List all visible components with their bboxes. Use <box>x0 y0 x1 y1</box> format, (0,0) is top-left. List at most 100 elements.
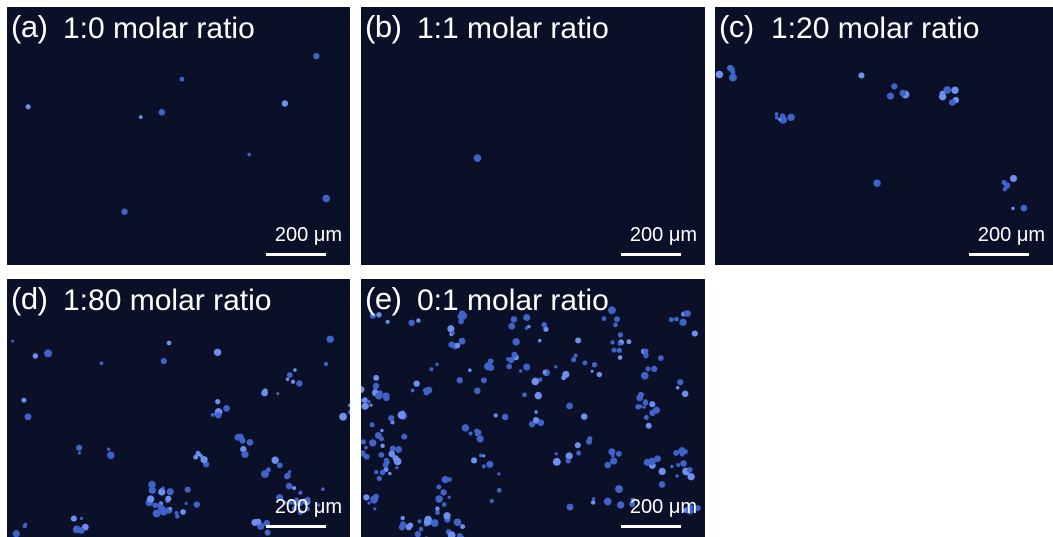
cell <box>674 317 679 322</box>
cell <box>497 472 500 475</box>
cell <box>1003 187 1007 191</box>
cell <box>643 406 646 409</box>
cell <box>185 487 191 493</box>
cell <box>401 516 405 520</box>
scale-bar <box>266 253 326 256</box>
cell <box>380 444 384 448</box>
cell <box>899 90 906 97</box>
cell <box>651 366 657 372</box>
cell <box>380 429 383 432</box>
cell <box>442 476 449 483</box>
cell <box>322 195 330 203</box>
cell <box>566 403 573 410</box>
cell <box>287 372 293 378</box>
scale-bar <box>969 253 1029 256</box>
panel-label: (a) <box>11 9 47 45</box>
cell <box>477 435 484 442</box>
cell <box>567 504 574 511</box>
cell <box>643 400 649 406</box>
cell <box>395 466 398 469</box>
cell <box>368 501 371 504</box>
cell <box>523 363 530 370</box>
cell <box>481 377 487 383</box>
cell <box>626 339 631 344</box>
cell <box>175 511 179 515</box>
cell <box>298 491 302 495</box>
cell <box>200 456 207 463</box>
cell <box>618 355 623 360</box>
cell <box>676 386 679 389</box>
cell <box>416 318 420 322</box>
cell <box>591 500 595 504</box>
cell <box>643 348 648 353</box>
cell <box>1010 175 1017 182</box>
cell <box>443 512 450 519</box>
cell <box>646 423 652 429</box>
cell <box>474 388 481 395</box>
cell <box>399 524 405 530</box>
cell <box>167 341 172 346</box>
cell <box>361 439 366 444</box>
cell <box>659 468 666 475</box>
cell <box>571 357 576 362</box>
cell <box>324 362 328 366</box>
cell <box>247 439 254 446</box>
cell <box>277 462 283 468</box>
cell <box>887 93 894 100</box>
cell <box>214 349 221 356</box>
cell <box>641 372 649 380</box>
cell <box>617 501 624 508</box>
cell <box>361 403 368 410</box>
cell <box>175 514 179 518</box>
cell <box>615 485 623 493</box>
cell <box>284 474 290 480</box>
cell <box>891 83 897 89</box>
cell <box>535 392 542 399</box>
cell <box>490 499 494 503</box>
cell <box>435 495 443 503</box>
cell <box>361 386 364 393</box>
cell <box>162 486 165 489</box>
cell <box>321 487 325 491</box>
cell <box>408 523 414 529</box>
cell <box>679 319 686 326</box>
cell <box>617 348 622 353</box>
cell <box>482 464 486 468</box>
cell <box>468 368 472 372</box>
cell <box>255 519 261 525</box>
cell <box>775 116 779 120</box>
cell <box>429 367 433 371</box>
cell <box>363 494 369 500</box>
cell <box>538 339 542 343</box>
cell <box>388 472 391 475</box>
cell <box>327 336 334 343</box>
cell <box>873 179 880 186</box>
cell <box>677 379 683 385</box>
cell <box>460 524 465 529</box>
cell <box>276 392 279 395</box>
cell <box>375 392 382 399</box>
cell <box>680 452 685 457</box>
cell <box>604 462 611 469</box>
cell <box>370 422 375 427</box>
cell <box>482 454 485 457</box>
cell <box>373 507 376 510</box>
cell <box>582 360 587 365</box>
cell <box>161 358 167 364</box>
scale-bar-label: 200 μm <box>275 496 342 519</box>
cell <box>566 452 573 459</box>
cell <box>654 455 661 462</box>
cell <box>644 415 649 420</box>
cell <box>608 306 616 314</box>
scale-bar <box>621 525 681 528</box>
cell <box>147 495 154 502</box>
cell <box>291 380 295 384</box>
cell <box>519 369 522 372</box>
cell <box>459 338 466 345</box>
cell <box>78 527 85 534</box>
cell <box>398 411 406 419</box>
cell <box>494 413 498 417</box>
cell <box>78 451 81 454</box>
cell <box>939 91 945 97</box>
